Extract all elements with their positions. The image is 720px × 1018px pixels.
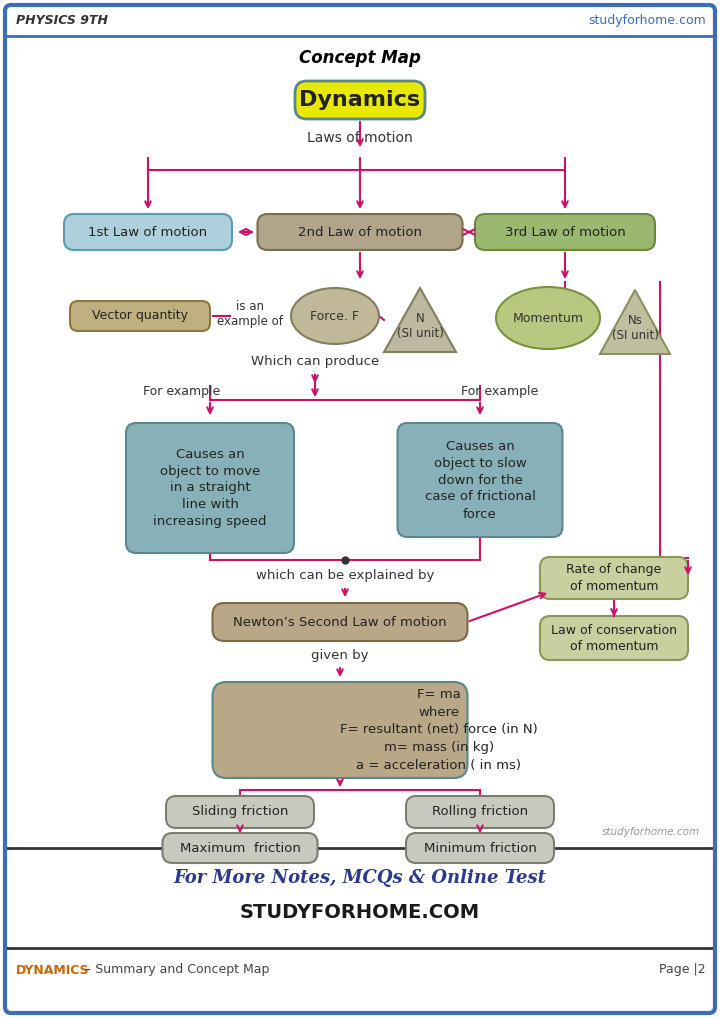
FancyBboxPatch shape (475, 214, 655, 250)
Text: Sliding friction: Sliding friction (192, 805, 288, 818)
Text: F= ma
where
F= resultant (net) force (in N)
m= mass (in kg)
a = acceleration ( i: F= ma where F= resultant (net) force (in… (340, 687, 538, 773)
Ellipse shape (496, 287, 600, 349)
Text: Concept Map: Concept Map (299, 49, 421, 67)
Text: Rate of change
of momentum: Rate of change of momentum (567, 564, 662, 592)
FancyBboxPatch shape (406, 796, 554, 828)
Ellipse shape (291, 288, 379, 344)
FancyBboxPatch shape (64, 214, 232, 250)
Text: 1st Law of motion: 1st Law of motion (89, 226, 207, 238)
Text: given by: given by (311, 648, 369, 662)
Text: Law of conservation
of momentum: Law of conservation of momentum (551, 623, 677, 653)
Text: For More Notes, MCQs & Online Test: For More Notes, MCQs & Online Test (174, 869, 546, 887)
FancyBboxPatch shape (406, 833, 554, 863)
Text: Force. F: Force. F (310, 309, 359, 323)
Text: is an
example of: is an example of (217, 299, 283, 329)
Text: Which can produce: Which can produce (251, 355, 379, 369)
Text: Maximum  friction: Maximum friction (179, 842, 300, 854)
Text: PHYSICS 9TH: PHYSICS 9TH (16, 13, 108, 26)
Text: For example: For example (143, 386, 220, 398)
FancyBboxPatch shape (540, 616, 688, 660)
Text: 3rd Law of motion: 3rd Law of motion (505, 226, 626, 238)
FancyBboxPatch shape (397, 423, 562, 538)
Text: Dynamics: Dynamics (300, 90, 420, 110)
Text: studyforhome.com: studyforhome.com (588, 13, 706, 26)
Text: Ns
(SI unit): Ns (SI unit) (611, 314, 658, 342)
FancyBboxPatch shape (126, 423, 294, 553)
Text: Newton’s Second Law of motion: Newton’s Second Law of motion (233, 616, 447, 628)
Text: Minimum friction: Minimum friction (423, 842, 536, 854)
Text: Momentum: Momentum (513, 312, 583, 325)
Polygon shape (384, 288, 456, 352)
Text: DYNAMICS: DYNAMICS (16, 963, 89, 976)
Text: Causes an
object to move
in a straight
line with
increasing speed: Causes an object to move in a straight l… (153, 448, 266, 528)
Text: Causes an
object to slow
down for the
case of frictional
force: Causes an object to slow down for the ca… (425, 440, 536, 520)
FancyBboxPatch shape (295, 81, 425, 119)
Text: – Summary and Concept Map: – Summary and Concept Map (81, 963, 269, 976)
Text: STUDYFORHOME.COM: STUDYFORHOME.COM (240, 903, 480, 921)
Text: N
(SI unit): N (SI unit) (397, 312, 444, 340)
Text: Page |2: Page |2 (660, 963, 706, 976)
FancyBboxPatch shape (212, 603, 467, 641)
FancyBboxPatch shape (70, 301, 210, 331)
Polygon shape (600, 290, 670, 354)
FancyBboxPatch shape (163, 833, 318, 863)
FancyBboxPatch shape (540, 557, 688, 599)
FancyBboxPatch shape (212, 682, 467, 778)
Text: Laws of motion: Laws of motion (307, 131, 413, 145)
Text: which can be explained by: which can be explained by (256, 569, 434, 582)
FancyBboxPatch shape (166, 796, 314, 828)
Text: 2nd Law of motion: 2nd Law of motion (298, 226, 422, 238)
Text: Rolling friction: Rolling friction (432, 805, 528, 818)
Text: For example: For example (462, 386, 539, 398)
Text: studyforhome.com: studyforhome.com (602, 827, 700, 837)
FancyBboxPatch shape (258, 214, 462, 250)
Text: Vector quantity: Vector quantity (92, 309, 188, 323)
